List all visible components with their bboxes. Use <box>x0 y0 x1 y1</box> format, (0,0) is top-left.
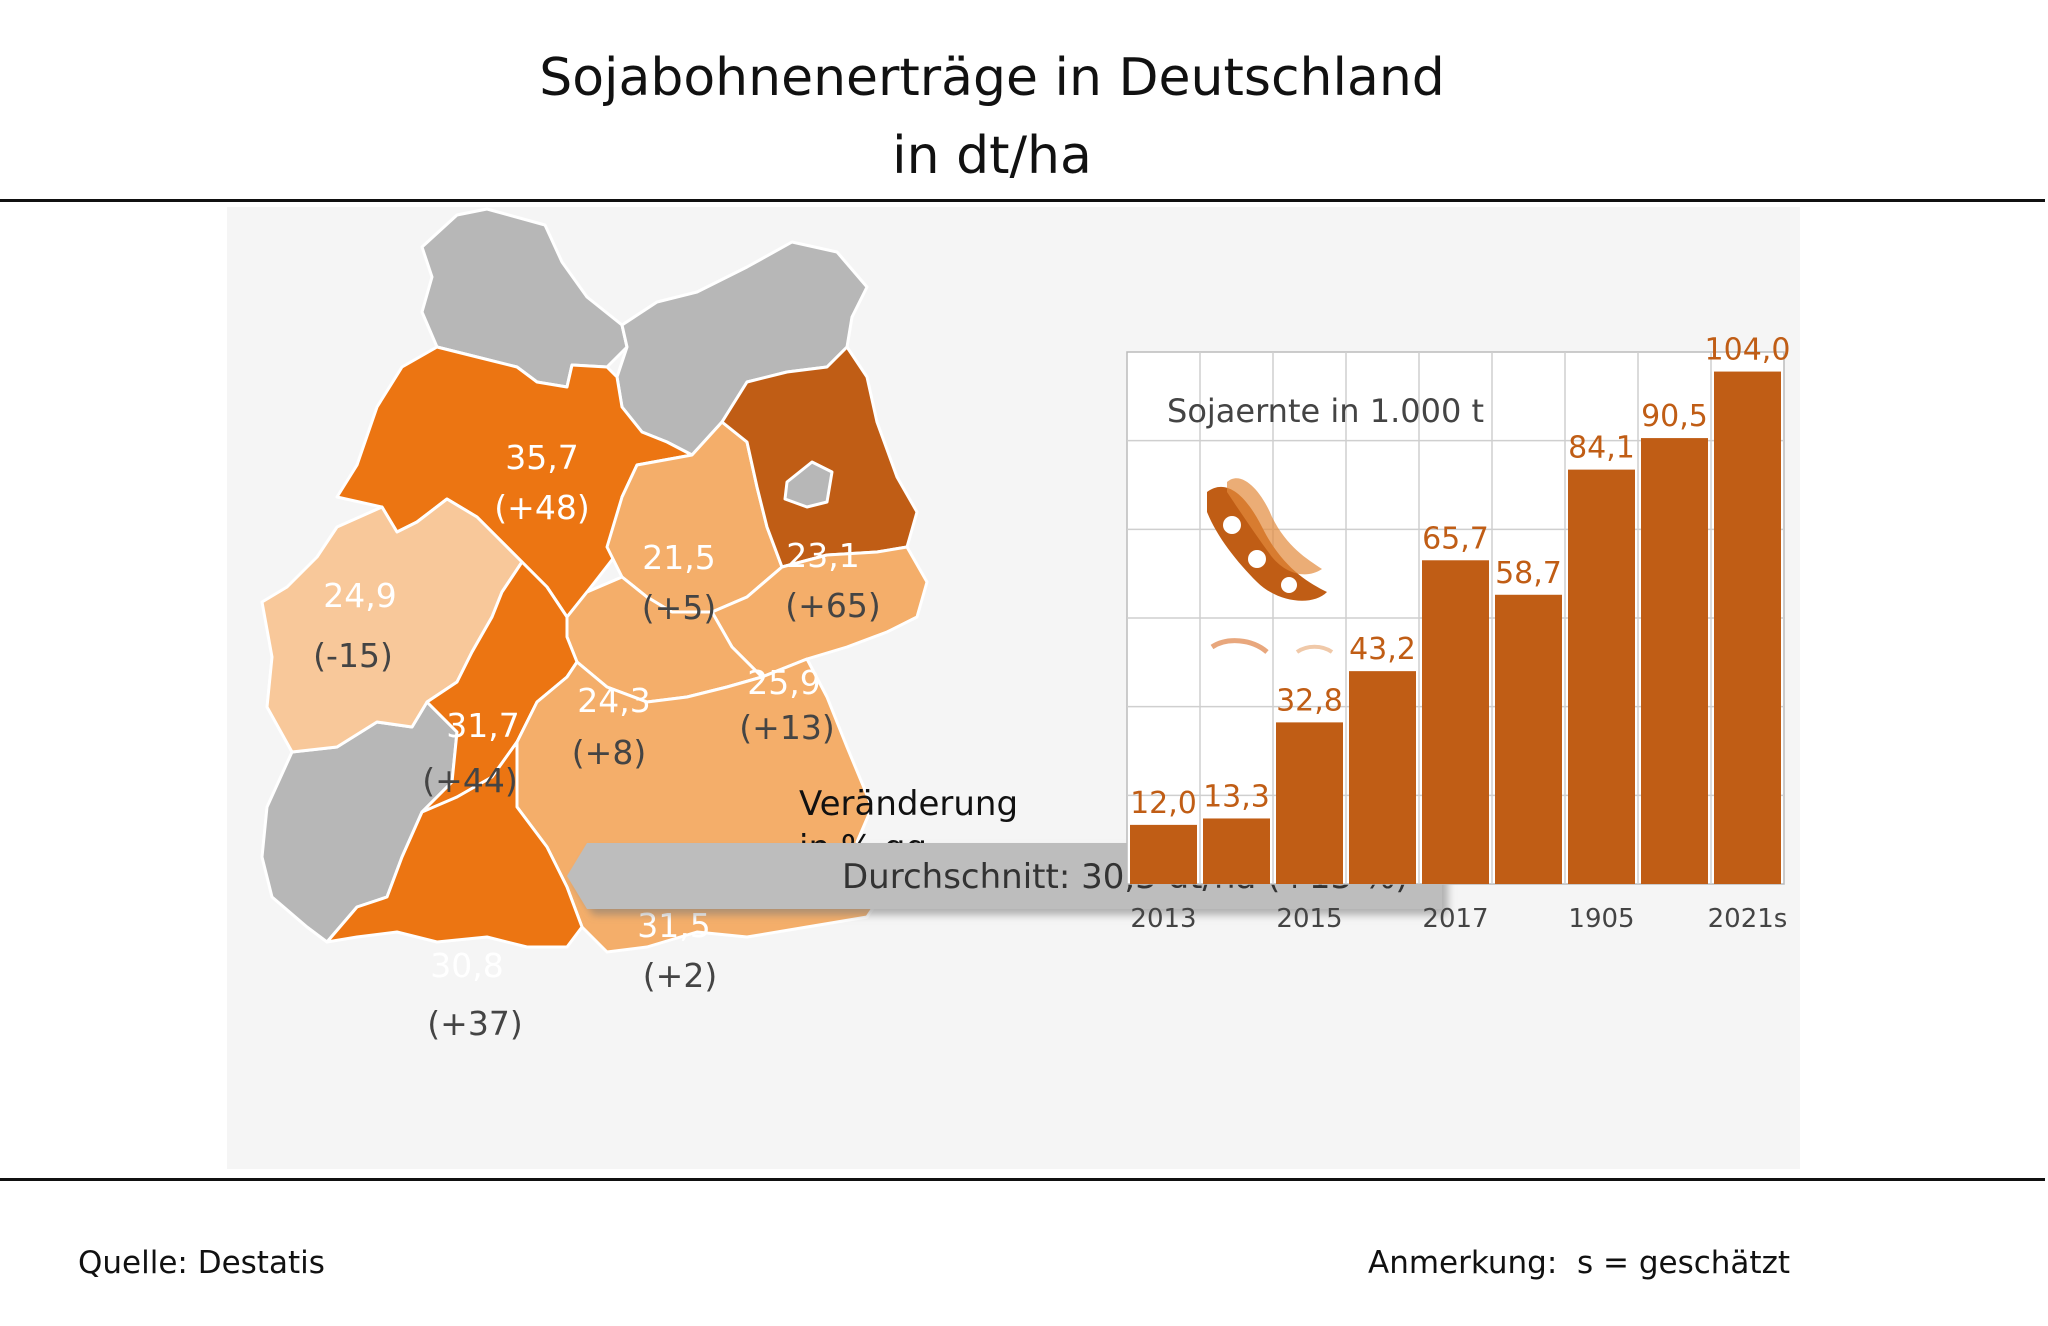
bar-chart-title: Sojaernte in 1.000 t <box>1167 392 1484 430</box>
map-value-baden-wuerttemberg: 30,8 <box>430 946 503 985</box>
bar-2014 <box>1203 818 1270 884</box>
map-value-nordrhein-westfalen: 24,9 <box>323 576 396 615</box>
map-value-sachsen: 25,9 <box>747 663 820 702</box>
map-change-bayern: (+2) <box>643 956 717 995</box>
footnote: Anmerkung: s = geschätzt <box>1368 1245 1790 1281</box>
bar-2015 <box>1276 722 1343 884</box>
bar-2017 <box>1422 560 1489 884</box>
soy-harvest-bar-chart: Sojaernte in 1.000 t 12,0 13,3 32,843,2 65,… <box>1126 333 1790 934</box>
map-value-brandenburg: 23,1 <box>786 536 859 575</box>
x-tick-2021s: 2021s <box>1708 904 1788 934</box>
map-change-niedersachsen: (+48) <box>494 488 589 527</box>
map-change-sachsen-anhalt: (+5) <box>642 588 716 627</box>
map-change-brandenburg: (+65) <box>785 586 880 625</box>
change-note-line1: Veränderung <box>799 784 1018 824</box>
bar-label-2018: 58,7 <box>1495 556 1562 591</box>
map-value-hessen: 31,7 <box>446 706 519 745</box>
region-brandenburg <box>720 345 919 569</box>
bar-2016 <box>1349 671 1416 884</box>
bar-1905 <box>1568 469 1635 884</box>
soybean-pod-icon <box>1207 478 1334 654</box>
bar-2018 <box>1495 594 1562 884</box>
bar-label-2021s: 104,0 <box>1705 333 1791 368</box>
bar-label-1905: 84,1 <box>1568 431 1635 466</box>
bar-label-2015: 32,8 <box>1276 683 1343 718</box>
infographic-panel: 35,7 (+48) 24,9 (-15) 21,5 (+5) 23,1 (+65) 24,3 (… <box>227 207 1800 1169</box>
map-change-sachsen: (+13) <box>739 708 834 747</box>
source-note: Quelle: Destatis <box>78 1245 325 1281</box>
map-change-nordrhein-westfalen: (-15) <box>313 636 393 675</box>
chart-bars <box>1130 371 1781 885</box>
region-baden-wuerttemberg <box>325 740 584 949</box>
map-value-bayern: 31,5 <box>637 906 710 945</box>
bar-label-2017: 65,7 <box>1422 521 1489 556</box>
map-value-thueringen: 24,3 <box>577 681 650 720</box>
map-labels: 35,7 (+48) 24,9 (-15) 21,5 (+5) 23,1 (+65) 24,3 (… <box>313 438 881 1043</box>
map-change-thueringen: (+8) <box>572 733 646 772</box>
map-value-niedersachsen: 35,7 <box>505 438 578 477</box>
region-berlin <box>783 460 834 509</box>
chart-title: Sojabohnenerträge in Deutschland <box>539 48 1445 108</box>
germany-map: 35,7 (+48) 24,9 (-15) 21,5 (+5) 23,1 (+65) 24,3 (… <box>260 207 1442 1043</box>
x-tick-1905: 1905 <box>1568 904 1634 934</box>
chart-subtitle: in dt/ha <box>892 126 1092 186</box>
map-change-baden-wuerttemberg: (+37) <box>427 1004 522 1043</box>
map-value-sachsen-anhalt: 21,5 <box>642 538 715 577</box>
bottom-divider <box>0 1178 2045 1181</box>
bar-2020 <box>1641 438 1708 884</box>
bar-label-2013: 12,0 <box>1130 786 1197 821</box>
x-tick-2015: 2015 <box>1276 904 1342 934</box>
bar-2013 <box>1130 824 1197 884</box>
chart-x-ticks: 2013 2015 2017 1905 2021s <box>1130 904 1787 934</box>
chart-value-labels: 12,0 13,3 32,843,2 65,758,7 84,190,5 104,0 <box>1130 333 1790 821</box>
bar-2021s <box>1714 371 1781 885</box>
x-tick-2013: 2013 <box>1130 904 1196 934</box>
top-divider <box>0 199 2045 202</box>
map-change-hessen: (+44) <box>422 761 517 800</box>
bar-label-2014: 13,3 <box>1203 779 1270 814</box>
bar-label-2016: 43,2 <box>1349 632 1416 667</box>
bar-label-2020: 90,5 <box>1641 399 1708 434</box>
x-tick-2017: 2017 <box>1422 904 1488 934</box>
